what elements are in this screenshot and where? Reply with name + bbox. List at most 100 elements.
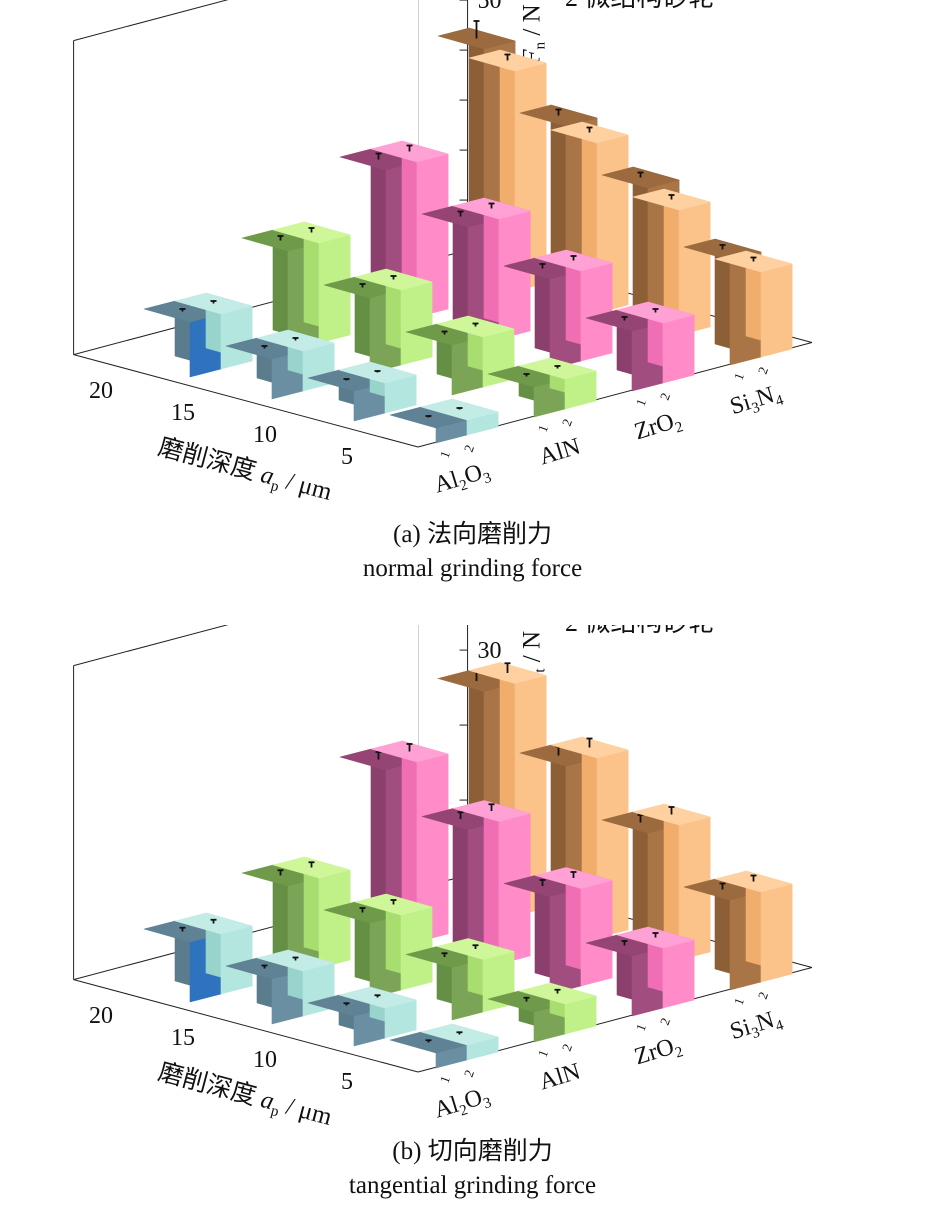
caption-normal-force: (a) 法向磨削力 normal grinding force xyxy=(0,518,945,586)
depth-tick-label: 5 xyxy=(341,444,353,470)
wheel-tick-label: 2 xyxy=(559,1042,575,1053)
material-subscript: 2 xyxy=(458,477,470,494)
legend-entry: 2 微结构砂轮 xyxy=(565,625,715,637)
bar-front xyxy=(580,262,613,362)
bar-2-1-wheel2 xyxy=(534,249,613,362)
depth-axis-title: 磨削深度 ap / μm xyxy=(154,433,335,509)
depth-axis-title: 磨削深度 ap / μm xyxy=(154,1058,335,1134)
material-label: Si3N4 xyxy=(727,1005,786,1048)
bar-1-2-wheel2 xyxy=(354,893,433,991)
bar-1-0-wheel2 xyxy=(518,357,597,410)
z-tick-label: 50 xyxy=(478,0,502,14)
z-axis-subscript: t xyxy=(533,668,549,673)
legend: 1 普通砂轮2 微结构砂轮 xyxy=(565,625,715,637)
depth-axis-unit: / μm xyxy=(277,1091,335,1131)
bar-front xyxy=(400,281,433,366)
depth-tick-label: 15 xyxy=(171,1025,195,1051)
depth-axis-title-text: 磨削深度 xyxy=(155,1058,265,1113)
wheel-tick-label: 1 xyxy=(535,423,551,434)
wheel-tick-label: 2 xyxy=(657,1016,673,1027)
bar-front xyxy=(318,869,351,969)
bar-1-3-wheel2 xyxy=(272,221,351,344)
bar-1-0-wheel1 xyxy=(487,990,566,1043)
material-label-main: Al xyxy=(431,1092,462,1124)
bar-1-0-wheel2 xyxy=(518,982,597,1035)
bar-front xyxy=(662,314,695,384)
material-label: Al2O3 xyxy=(431,457,493,501)
wheel-tick-label: 1 xyxy=(535,1048,551,1059)
bar-front xyxy=(580,880,613,987)
material-label: ZrO2 xyxy=(631,1032,685,1074)
bar-0-0-wheel2 xyxy=(420,1023,499,1061)
material-label: Al2O3 xyxy=(431,1082,493,1126)
chart-tangential-force: 010203040切向磨削力 Ft / N1 普通砂轮2 微结构砂轮510152… xyxy=(73,625,813,1134)
depth-axis-subscript: p xyxy=(269,478,280,495)
depth-tick-label: 20 xyxy=(89,1003,113,1029)
material-subscript: 2 xyxy=(673,419,685,436)
material-label: AlN xyxy=(536,434,583,471)
bar-1-3-wheel2 xyxy=(272,856,351,969)
material-subscript: 2 xyxy=(458,1102,470,1119)
bars xyxy=(143,662,793,1069)
depth-tick-label: 10 xyxy=(253,1047,277,1073)
caption-zh: (b) 切向磨削力 xyxy=(392,1138,553,1165)
z-tick-label: 30 xyxy=(478,638,502,664)
bar-3-0-wheel2 xyxy=(714,870,793,983)
material-label-main: Al xyxy=(431,467,462,499)
depth-tick-label: 15 xyxy=(171,400,195,426)
chart-normal-force: 0102030405060法向磨削力 Fn / N1 普通砂轮2 微结构砂轮51… xyxy=(73,0,813,509)
bar-3-0-wheel2 xyxy=(714,250,793,358)
z-axis-unit: / N xyxy=(519,4,546,42)
depth-axis-unit: / μm xyxy=(277,466,335,506)
material-label-main: AlN xyxy=(536,434,583,471)
wheel-tick-label: 2 xyxy=(755,365,771,376)
caption-tangential-force: (b) 切向磨削力 tangential grinding force xyxy=(0,1135,945,1203)
bar-0-1-wheel2 xyxy=(338,361,417,414)
material-subscript: 3 xyxy=(750,400,762,417)
legend-entry: 2 微结构砂轮 xyxy=(565,0,715,12)
wheel-tick-label: 1 xyxy=(437,1074,453,1085)
bars xyxy=(143,20,793,444)
material-subscript: 3 xyxy=(750,1025,762,1042)
depth-tick-label: 5 xyxy=(341,1069,353,1095)
bar-front xyxy=(760,263,793,358)
caption-en: tangential grinding force xyxy=(348,1172,597,1199)
bar-2-3-wheel2 xyxy=(370,140,449,318)
axis-line xyxy=(73,354,419,448)
bar-1-1-wheel2 xyxy=(436,938,515,1013)
caption-zh: (a) 法向磨削力 xyxy=(393,521,552,548)
depth-axis-subscript: p xyxy=(269,1103,280,1120)
wheel-tick-label: 2 xyxy=(461,443,477,454)
axis-line xyxy=(73,979,419,1073)
wheel-tick-label: 1 xyxy=(633,397,649,408)
depth-tick-label: 10 xyxy=(253,422,277,448)
bar-2-1-wheel2 xyxy=(534,867,613,987)
panel-tangential-force: 010203040切向磨削力 Ft / N1 普通砂轮2 微结构砂轮510152… xyxy=(0,625,945,1215)
material-subscript: 3 xyxy=(482,1095,494,1112)
bar-0-0-wheel2 xyxy=(420,398,499,436)
wheel-tick-label: 2 xyxy=(755,990,771,1001)
depth-axis: 5 10 15 20 磨削深度 ap / μm xyxy=(89,1003,353,1134)
bar-2-0-wheel2 xyxy=(616,926,695,1009)
bar-front xyxy=(220,925,253,995)
wheel-tick-label: 1 xyxy=(633,1022,649,1033)
wheel-tick-label: 2 xyxy=(461,1068,477,1079)
wheel-tick-label: 1 xyxy=(731,996,747,1007)
legend: 1 普通砂轮2 微结构砂轮 xyxy=(565,0,715,12)
bar-2-2-wheel2 xyxy=(452,800,531,965)
bar-front xyxy=(760,883,793,983)
material-subscript: 2 xyxy=(673,1044,685,1061)
bar-3-1-wheel2 xyxy=(632,188,711,336)
material-label: ZrO2 xyxy=(631,407,685,449)
wheel-tick-label: 1 xyxy=(731,371,747,382)
wheel-tick-label: 1 xyxy=(437,449,453,460)
caption-en: normal grinding force xyxy=(362,555,583,582)
z-axis-unit: / N xyxy=(519,631,546,669)
material-label-main: AlN xyxy=(536,1059,583,1096)
bar-front xyxy=(662,939,695,1009)
z-axis-subscript: n xyxy=(533,41,549,49)
axis-line xyxy=(73,0,229,42)
axis-line xyxy=(73,625,229,667)
